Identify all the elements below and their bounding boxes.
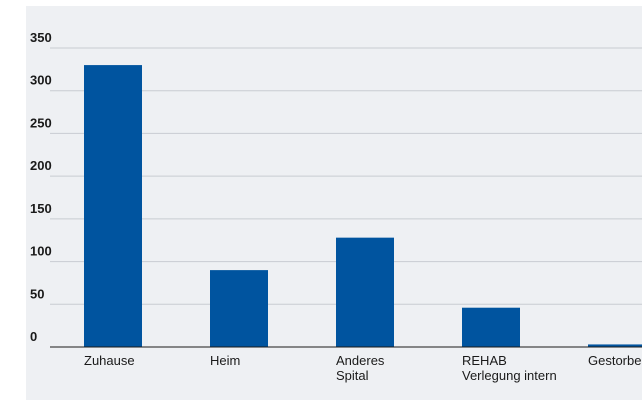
y-tick-label: 350 [30, 30, 52, 45]
y-tick-label: 250 [30, 115, 52, 130]
y-tick-label: 300 [30, 73, 52, 88]
x-category-label: Gestorben [588, 353, 642, 368]
x-category-label: Verlegung intern [462, 368, 557, 383]
bar [336, 237, 394, 347]
y-axis-ticks: 0 50 100 150 200 250 300 350 [30, 30, 52, 344]
x-category-label: REHAB [462, 353, 507, 368]
bar [462, 307, 520, 347]
y-tick-label: 100 [30, 244, 52, 259]
bar [84, 65, 142, 347]
y-tick-label: 200 [30, 158, 52, 173]
y-tick-label: 0 [30, 329, 37, 344]
x-category-label: Zuhause [84, 353, 135, 368]
bars [84, 65, 642, 347]
x-category-label: Heim [210, 353, 240, 368]
x-category-label: Spital [336, 368, 369, 383]
x-category-label: Anderes [336, 353, 385, 368]
bar [210, 270, 268, 347]
y-tick-label: 50 [30, 286, 44, 301]
y-tick-label: 150 [30, 201, 52, 216]
bar [588, 344, 642, 347]
